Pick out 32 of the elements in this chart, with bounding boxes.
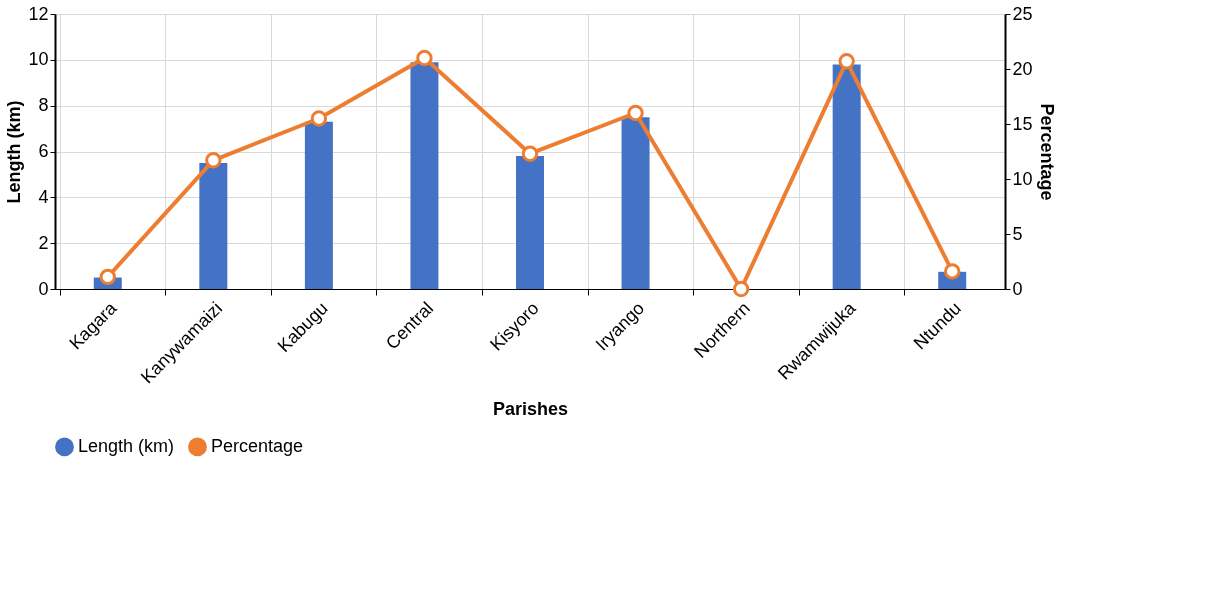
y-tick-label: 12 [28, 3, 49, 24]
y2-tick-label: 5 [1012, 223, 1023, 244]
y2-tick-label: 10 [1012, 168, 1033, 189]
bar [832, 64, 861, 289]
y-tick-label: 8 [38, 95, 49, 116]
bar [516, 156, 544, 289]
y-axis-title: Length (km) [4, 100, 25, 204]
point [521, 145, 539, 162]
y2-tick-label: 15 [1012, 113, 1033, 134]
bar [199, 162, 228, 289]
y2-axis-title: Percentage [1036, 103, 1057, 201]
y2-tick-label: 20 [1012, 58, 1033, 79]
point [838, 53, 855, 70]
point [99, 268, 116, 286]
y-tick-label: 4 [38, 186, 49, 207]
bar [410, 62, 439, 289]
bar [304, 121, 333, 289]
legend-label: Length (km) [78, 435, 175, 456]
y-tick-label: 2 [38, 232, 49, 253]
point [627, 104, 644, 122]
bar [621, 117, 650, 289]
y-tick-label: 10 [28, 49, 49, 70]
point [416, 49, 433, 67]
x-axis-title: Parishes [492, 399, 569, 420]
point [205, 152, 222, 169]
y-tick-label: 6 [38, 141, 49, 161]
point [310, 110, 328, 127]
y2-tick-label: 25 [1012, 3, 1033, 24]
point [732, 280, 750, 298]
y-tick-label: 0 [38, 278, 49, 299]
legend-label: Percentage [211, 435, 304, 456]
y2-tick-label: 0 [1012, 278, 1023, 299]
